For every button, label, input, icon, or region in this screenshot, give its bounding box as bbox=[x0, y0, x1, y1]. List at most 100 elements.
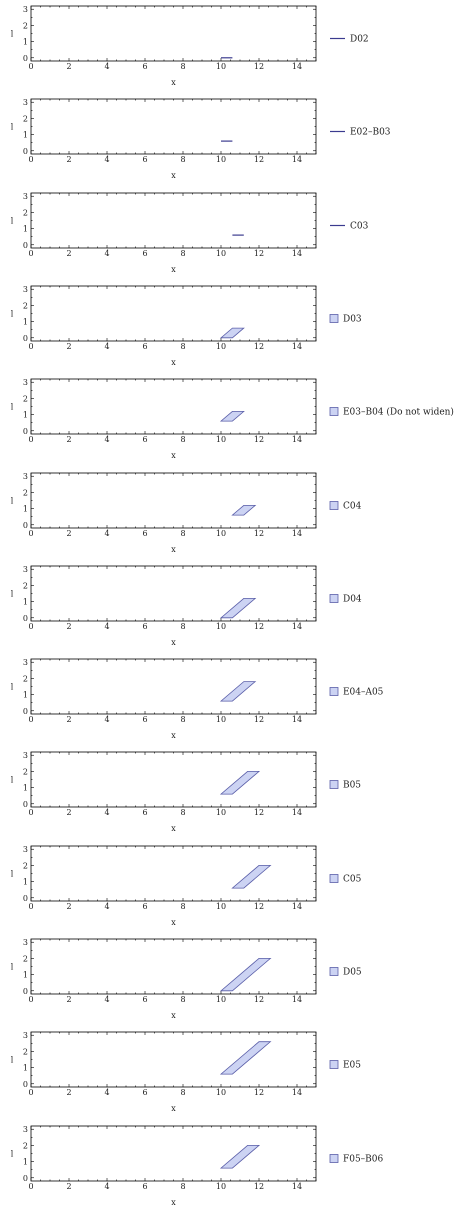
x-tick-label: 12 bbox=[254, 995, 264, 1004]
x-tick-label: 0 bbox=[28, 995, 33, 1004]
y-tick-label: 0 bbox=[23, 240, 28, 249]
x-tick-label: 12 bbox=[254, 62, 264, 71]
x-tick-label: 4 bbox=[104, 902, 109, 911]
y-tick-label: 2 bbox=[23, 1048, 28, 1057]
y-tick-label: 3 bbox=[23, 192, 28, 201]
x-tick-label: 14 bbox=[292, 902, 302, 911]
x-tick-label: 0 bbox=[28, 715, 33, 724]
y-tick-label: 2 bbox=[23, 208, 28, 217]
plot-frame bbox=[30, 938, 317, 995]
x-tick-label: 4 bbox=[104, 1088, 109, 1097]
y-axis-label: l bbox=[11, 496, 14, 505]
x-tick-label: 14 bbox=[292, 995, 302, 1004]
y-tick-label: 1 bbox=[23, 411, 28, 420]
y-tick-label: 2 bbox=[23, 768, 28, 777]
x-tick-label: 8 bbox=[180, 715, 185, 724]
plot-frame bbox=[30, 378, 317, 435]
y-tick-label: 2 bbox=[23, 115, 28, 124]
x-tick-label: 12 bbox=[254, 808, 264, 817]
x-axis-label: x bbox=[171, 824, 176, 833]
y-tick-label: 2 bbox=[23, 861, 28, 870]
y-tick-label: 0 bbox=[23, 800, 28, 809]
y-tick-label: 0 bbox=[23, 334, 28, 343]
x-tick-label: 2 bbox=[66, 995, 71, 1004]
x-tick-label: 10 bbox=[216, 715, 226, 724]
legend-label: D05 bbox=[343, 967, 362, 977]
legend-square-swatch bbox=[329, 873, 339, 883]
region-polygon bbox=[219, 681, 257, 702]
x-tick-label: 0 bbox=[28, 902, 33, 911]
x-tick-label: 12 bbox=[254, 435, 264, 444]
x-tick-label: 10 bbox=[216, 902, 226, 911]
x-tick-label: 10 bbox=[216, 995, 226, 1004]
legend-label: C05 bbox=[343, 874, 362, 884]
y-tick-label: 1 bbox=[23, 317, 28, 326]
x-tick-label: 8 bbox=[180, 1088, 185, 1097]
legend-square-swatch bbox=[329, 593, 339, 603]
x-tick-label: 8 bbox=[180, 155, 185, 164]
y-tick-label: 3 bbox=[23, 99, 28, 108]
y-axis-label: l bbox=[11, 403, 14, 412]
plot-frame bbox=[30, 285, 317, 342]
y-tick-label: 2 bbox=[23, 21, 28, 30]
x-tick-label: 2 bbox=[66, 342, 71, 351]
x-tick-label: 2 bbox=[66, 62, 71, 71]
region-polygon bbox=[219, 597, 257, 618]
legend-square-swatch bbox=[329, 1060, 339, 1070]
plot-frame bbox=[30, 751, 317, 808]
x-tick-label: 12 bbox=[254, 342, 264, 351]
x-tick-label: 10 bbox=[216, 435, 226, 444]
x-tick-label: 4 bbox=[104, 1182, 109, 1191]
y-tick-label: 2 bbox=[23, 395, 28, 404]
y-tick-label: 1 bbox=[23, 224, 28, 233]
y-tick-label: 1 bbox=[23, 504, 28, 513]
x-axis-label: x bbox=[171, 358, 176, 367]
x-tick-label: 14 bbox=[292, 435, 302, 444]
x-tick-label: 10 bbox=[216, 155, 226, 164]
legend-label: D02 bbox=[350, 34, 369, 44]
x-tick-label: 6 bbox=[142, 808, 147, 817]
x-axis-label: x bbox=[171, 731, 176, 740]
y-axis-label: l bbox=[11, 123, 14, 132]
legend-square-swatch bbox=[329, 967, 339, 976]
x-tick-label: 14 bbox=[292, 1088, 302, 1097]
x-tick-label: 12 bbox=[254, 902, 264, 911]
legend-label: C04 bbox=[343, 501, 362, 511]
y-tick-label: 1 bbox=[23, 131, 28, 140]
y-tick-label: 1 bbox=[23, 38, 28, 47]
x-tick-label: 4 bbox=[104, 995, 109, 1004]
y-tick-label: 3 bbox=[23, 938, 28, 947]
region-polygon bbox=[219, 957, 272, 992]
x-tick-label: 14 bbox=[292, 528, 302, 537]
y-axis-label: l bbox=[11, 869, 14, 878]
x-tick-label: 4 bbox=[104, 249, 109, 258]
x-tick-label: 6 bbox=[142, 715, 147, 724]
plot-frame bbox=[30, 192, 317, 248]
x-tick-label: 12 bbox=[254, 715, 264, 724]
x-axis-label: x bbox=[171, 451, 176, 460]
x-tick-label: 10 bbox=[216, 528, 226, 537]
y-tick-label: 0 bbox=[23, 1173, 28, 1182]
x-tick-label: 12 bbox=[254, 1088, 264, 1097]
x-tick-label: 10 bbox=[216, 622, 226, 631]
plot-frame bbox=[30, 658, 317, 715]
y-tick-label: 3 bbox=[23, 472, 28, 481]
y-tick-label: 0 bbox=[23, 520, 28, 529]
y-axis-label: l bbox=[11, 1056, 14, 1065]
x-tick-label: 0 bbox=[28, 808, 33, 817]
x-tick-label: 0 bbox=[28, 342, 33, 351]
legend-label: E02–B03 bbox=[350, 128, 391, 138]
y-tick-label: 3 bbox=[23, 1032, 28, 1041]
legend-label: E03–B04 (Do not widen) bbox=[343, 407, 454, 418]
x-tick-label: 2 bbox=[66, 715, 71, 724]
legend-square-swatch bbox=[329, 687, 339, 696]
y-axis-label: l bbox=[11, 1149, 14, 1158]
y-tick-label: 0 bbox=[23, 614, 28, 623]
x-tick-label: 14 bbox=[292, 622, 302, 631]
legend-label: C03 bbox=[350, 221, 369, 231]
x-tick-label: 6 bbox=[142, 249, 147, 258]
plot-frame bbox=[30, 98, 317, 155]
x-tick-label: 8 bbox=[180, 342, 185, 351]
